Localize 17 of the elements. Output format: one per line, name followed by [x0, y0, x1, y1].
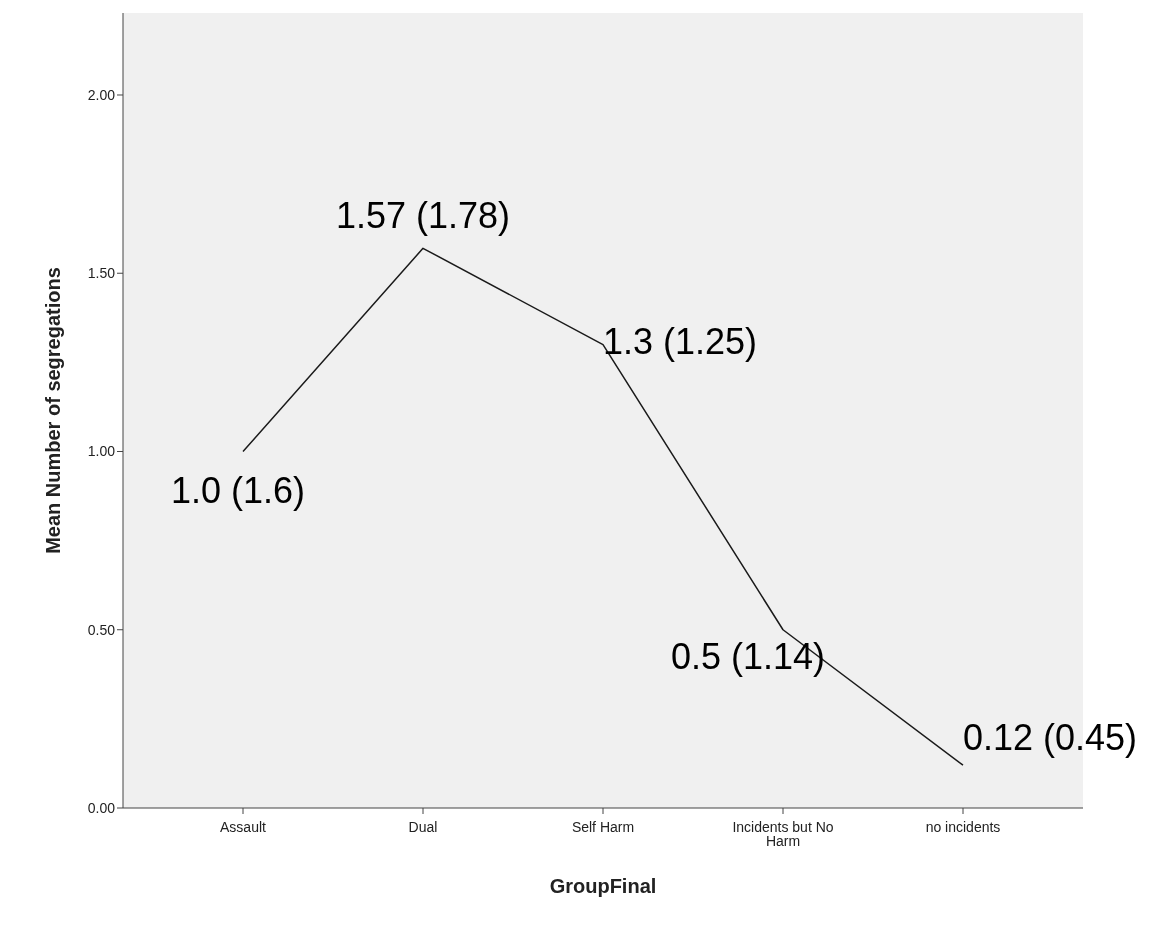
annotation: 1.57 (1.78)	[335, 194, 511, 236]
x-tick-label: no incidents	[925, 818, 1001, 835]
x-tick-label: Dual	[408, 818, 438, 835]
annotation: 1.0 (1.6)	[170, 470, 306, 512]
y-tick-label: 0.50	[87, 621, 116, 638]
y-tick-label: 1.00	[87, 443, 116, 460]
y-tick-label: 0.00	[87, 799, 116, 816]
annotation: 0.12 (0.45)	[963, 716, 1138, 758]
x-tick-label: Incidents but No Harm	[732, 818, 834, 849]
y-tick-label: 1.50	[87, 265, 116, 282]
x-axis-title: GroupFinal	[549, 875, 657, 897]
annotation: 1.3 (1.25)	[603, 321, 758, 363]
y-tick-label: 2.00	[87, 86, 116, 103]
x-tick-label: Self Harm	[571, 818, 635, 835]
x-tick-label: Assault	[220, 818, 267, 835]
annotation: 0.5 (1.14)	[670, 636, 826, 678]
y-axis-title: Mean Number of segregations	[42, 267, 65, 554]
